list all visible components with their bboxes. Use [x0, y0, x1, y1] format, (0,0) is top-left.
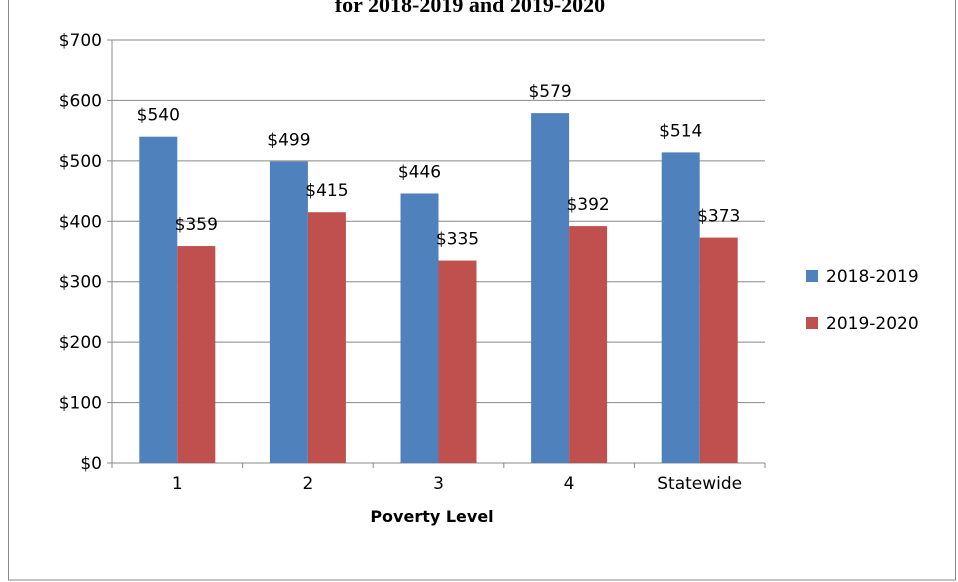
- data-label: $373: [697, 207, 740, 227]
- x-tick-label: 1: [172, 474, 183, 494]
- legend-swatch: [806, 270, 818, 282]
- data-label: $540: [137, 106, 180, 126]
- x-tick-label: 2: [302, 474, 313, 494]
- legend-swatch: [806, 317, 818, 329]
- y-tick-label: $200: [59, 333, 102, 353]
- bar: [438, 260, 477, 463]
- bar: [400, 193, 439, 463]
- x-tick-label: 4: [564, 474, 575, 494]
- y-tick-label: $600: [59, 91, 102, 111]
- y-tick-label: $0: [80, 454, 102, 474]
- bar: [699, 237, 738, 463]
- chart-title: for 2018-2019 and 2019-2020: [335, 0, 605, 17]
- bar: [269, 161, 308, 463]
- y-tick-label: $300: [59, 273, 102, 293]
- data-label: $579: [528, 82, 571, 102]
- data-label: $335: [436, 230, 479, 250]
- bar: [661, 152, 700, 463]
- data-label: $499: [267, 130, 310, 150]
- y-tick-label: $100: [59, 394, 102, 414]
- legend-label: 2019-2020: [826, 314, 919, 334]
- legend-label: 2018-2019: [826, 267, 919, 287]
- y-tick-label: $700: [59, 31, 102, 51]
- chart-frame: [8, 0, 956, 581]
- data-label: $359: [175, 215, 218, 235]
- x-tick-label: 3: [433, 474, 444, 494]
- y-tick-label: $400: [59, 212, 102, 232]
- bar: [569, 226, 608, 463]
- data-label: $446: [398, 162, 441, 182]
- bar: [531, 113, 570, 464]
- y-tick-label: $500: [59, 152, 102, 172]
- x-tick-label: Statewide: [657, 474, 742, 494]
- data-label: $392: [566, 195, 609, 215]
- bar: [307, 212, 346, 463]
- x-axis-title: Poverty Level: [370, 507, 493, 526]
- bar: [177, 246, 216, 463]
- data-label: $415: [305, 181, 348, 201]
- bar: [139, 136, 178, 463]
- data-label: $514: [659, 121, 702, 141]
